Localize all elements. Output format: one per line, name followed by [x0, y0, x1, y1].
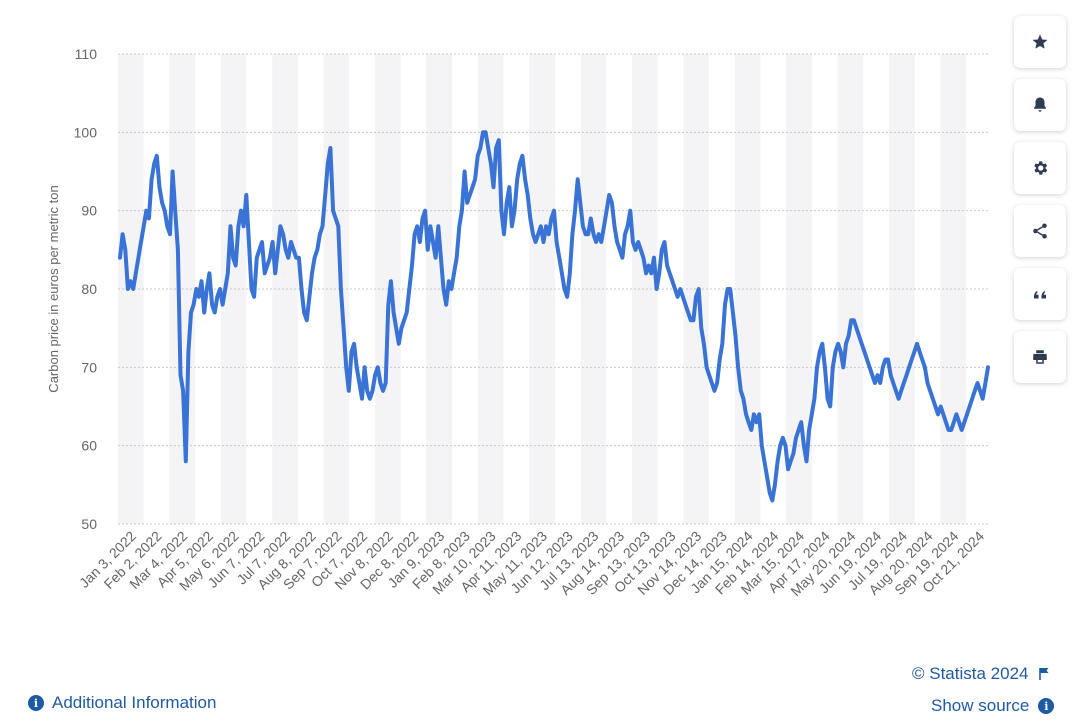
series-line — [118, 130, 990, 503]
y-tick-label: 90 — [81, 203, 97, 219]
info-icon: i — [1038, 698, 1055, 714]
y-tick-label: 50 — [81, 516, 97, 532]
bell-icon — [1034, 97, 1046, 112]
cite-button[interactable] — [1014, 268, 1066, 320]
y-tick-label: 60 — [81, 438, 97, 454]
favorite-button[interactable] — [1014, 16, 1066, 68]
copyright-notice[interactable]: © Statista 2024 — [912, 664, 1051, 684]
gear-icon — [1034, 161, 1048, 175]
copyright-text: © Statista 2024 — [912, 664, 1029, 683]
show-source-text: Show source — [931, 696, 1030, 715]
print-button[interactable] — [1014, 331, 1066, 383]
flag-icon — [1038, 668, 1048, 680]
additional-information-link[interactable]: i Additional Information — [28, 693, 216, 713]
y-tick-label: 80 — [81, 281, 97, 297]
print-icon — [1033, 350, 1047, 364]
settings-button[interactable] — [1014, 142, 1066, 194]
additional-information-text: Additional Information — [52, 693, 217, 712]
star-icon — [1032, 34, 1048, 49]
y-tick-label: 70 — [81, 359, 97, 375]
share-icon — [1033, 223, 1047, 239]
chart-toolbar — [1014, 16, 1066, 394]
chart-band — [632, 54, 658, 524]
chart-band — [940, 54, 967, 524]
y-tick-label: 110 — [75, 46, 98, 62]
chart-band — [272, 54, 298, 524]
y-tick-label: 100 — [74, 124, 98, 140]
share-button[interactable] — [1014, 205, 1066, 257]
info-icon: i — [28, 695, 44, 711]
y-axis-label: Carbon price in euros per metric ton — [46, 185, 61, 392]
line-chart: 50 60 70 80 90 100 110 Carbon price in euros p… — [46, 46, 990, 599]
notification-button[interactable] — [1014, 79, 1066, 131]
quote-icon — [1034, 291, 1046, 299]
y-axis-ticks: 50 60 70 80 90 100 110 — [74, 46, 98, 532]
show-source-link[interactable]: Show source i — [931, 696, 1055, 716]
